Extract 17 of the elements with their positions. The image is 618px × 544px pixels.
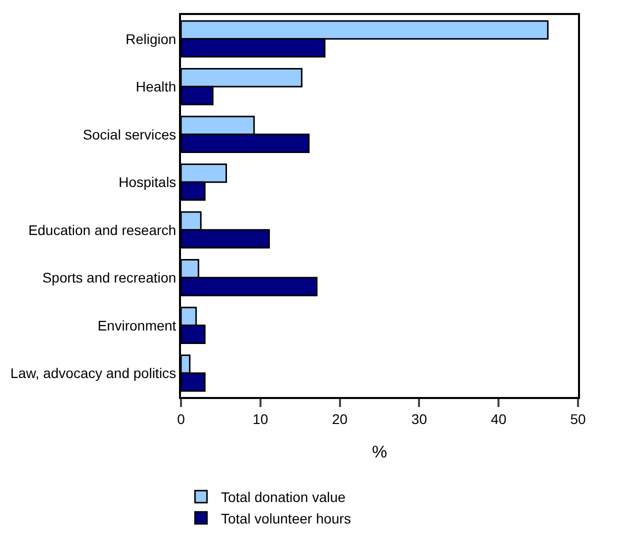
legend-label: Total volunteer hours	[221, 510, 351, 526]
y-tick-label: Health	[136, 78, 176, 95]
x-tick-label: 10	[252, 410, 268, 427]
y-tick-label: Education and research	[28, 222, 176, 238]
x-axis-title: %	[372, 442, 388, 462]
x-tick-label: 40	[490, 410, 507, 427]
y-tick-label: Religion	[126, 30, 176, 47]
y-tick-label: Law, advocacy and politics	[10, 365, 176, 382]
y-tick-label: Sports and recreation	[42, 270, 176, 286]
x-tick-label: 20	[332, 410, 348, 427]
legend-label: Total donation value	[221, 489, 346, 506]
y-tick-label: Hospitals	[118, 174, 176, 190]
y-tick-label: Environment	[98, 317, 176, 334]
x-tick-label: 0	[177, 410, 186, 427]
y-tick-label: Social services	[82, 126, 176, 142]
x-tick-label: 30	[411, 410, 428, 427]
x-tick-label: 50	[570, 410, 586, 427]
